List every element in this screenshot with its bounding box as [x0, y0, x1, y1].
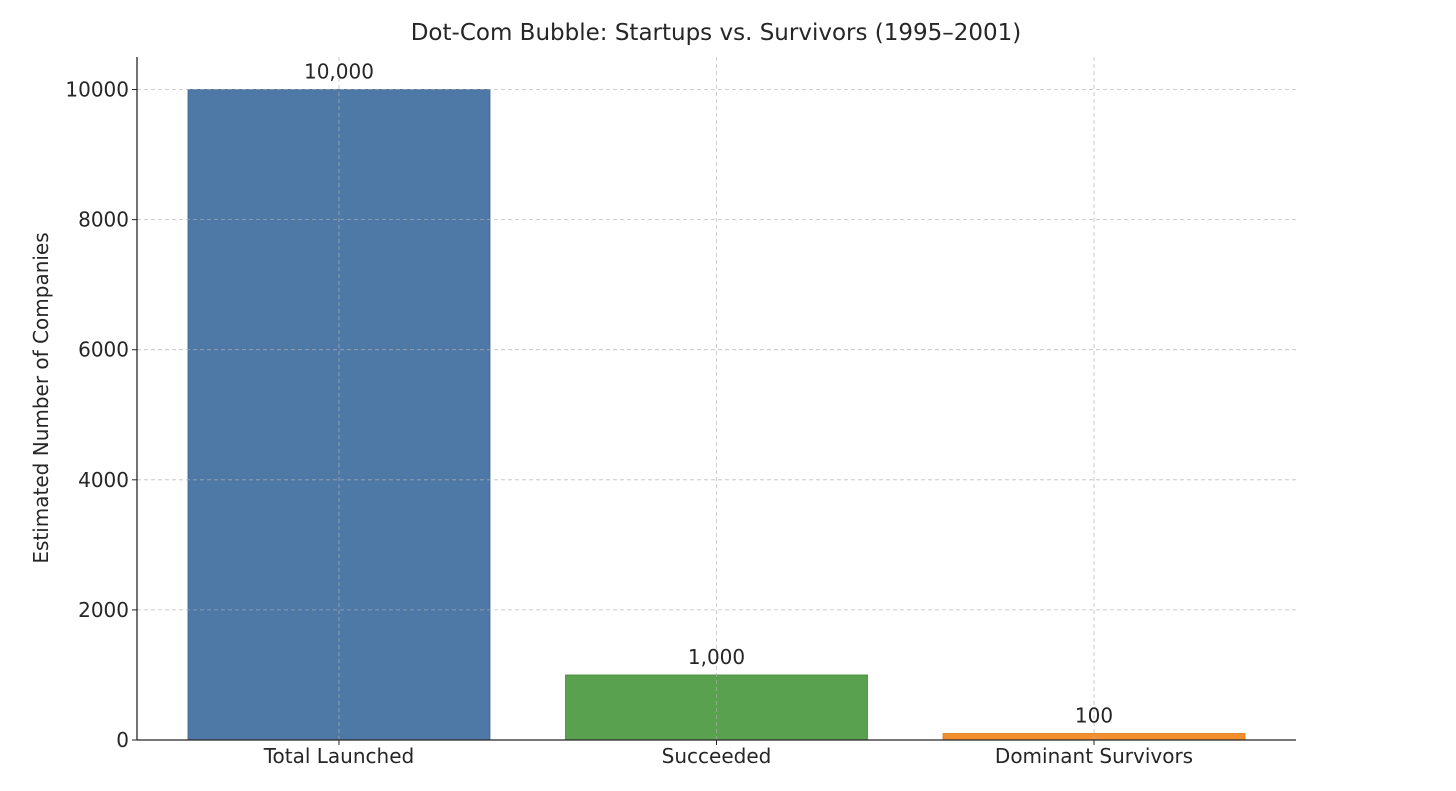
y-tick-label: 8000: [78, 208, 129, 232]
x-tick-label: Succeeded: [662, 744, 772, 768]
grid-layer: [137, 57, 1296, 740]
x-tick-label: Dominant Survivors: [995, 744, 1193, 768]
y-tick-label: 10000: [65, 78, 129, 102]
y-tick-label: 6000: [78, 338, 129, 362]
axes-layer: [132, 57, 1296, 745]
chart-title: Dot-Com Bubble: Startups vs. Survivors (…: [410, 20, 1022, 46]
bar-value-label: 1,000: [688, 645, 745, 669]
x-tick-label: Total Launched: [263, 744, 415, 768]
y-tick-label: 0: [116, 728, 129, 752]
labels-layer: 0 2000 4000 6000 8000 10000 Total Launched Succ…: [65, 60, 1193, 768]
y-tick-label: 4000: [78, 468, 129, 492]
bar-value-label: 10,000: [304, 60, 374, 84]
y-tick-label: 2000: [78, 598, 129, 622]
bar-value-label: 100: [1075, 704, 1113, 728]
